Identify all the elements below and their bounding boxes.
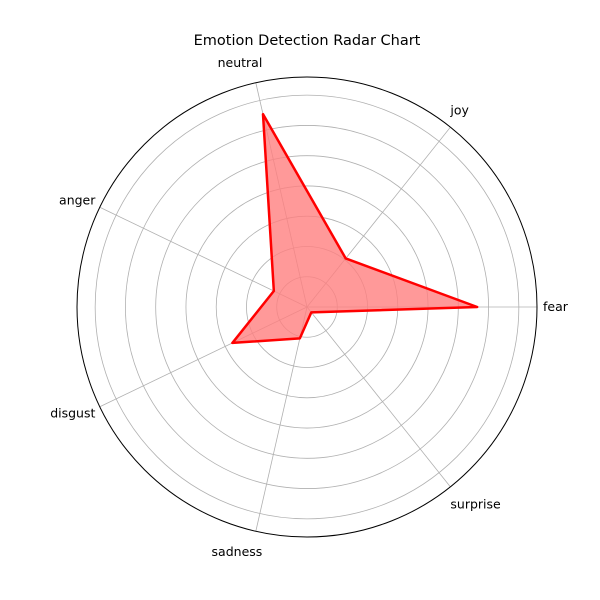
axis-label-disgust: disgust [50,406,95,421]
axis-label-fear: fear [543,299,569,314]
axis-label-neutral: neutral [218,55,263,70]
axis-label-sadness: sadness [212,544,263,559]
axis-label-surprise: surprise [450,496,501,511]
chart-title: Emotion Detection Radar Chart [194,33,421,49]
series-layer [232,114,477,343]
axis-label-anger: anger [59,192,96,207]
axis-label-joy: joy [449,103,469,118]
